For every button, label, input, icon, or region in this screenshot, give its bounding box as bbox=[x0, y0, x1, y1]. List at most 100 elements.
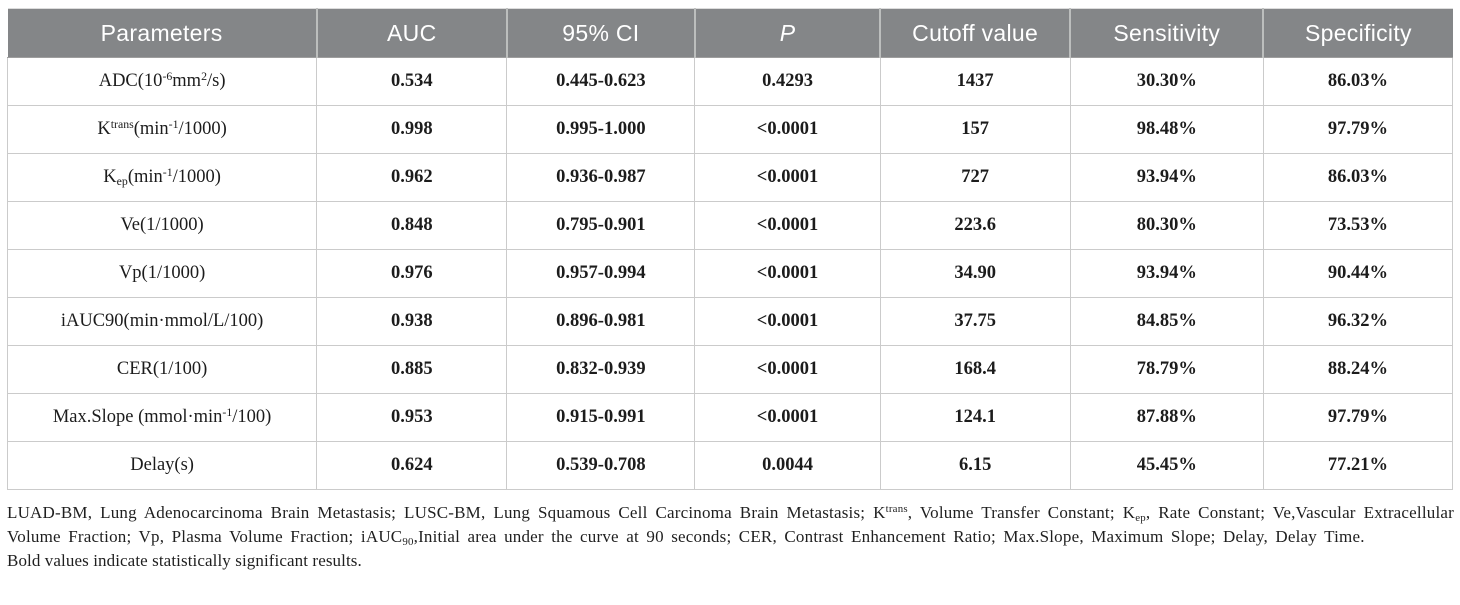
column-header-p: P bbox=[693, 8, 881, 58]
sensitivity-cell: 80.30% bbox=[1069, 201, 1264, 250]
specificity-cell: 73.53% bbox=[1262, 201, 1454, 250]
text: K bbox=[103, 167, 117, 187]
text: Bold values indicate statistically signi… bbox=[7, 551, 362, 570]
cutoff-value-cell: 157 bbox=[879, 105, 1071, 154]
sup-text: -1 bbox=[222, 404, 233, 419]
p-cell: 0.4293 bbox=[694, 57, 881, 106]
auc-cell: 0.962 bbox=[316, 153, 508, 202]
p-cell: <0.0001 bbox=[694, 345, 881, 394]
ci-95-cell: 0.795-0.901 bbox=[506, 201, 696, 250]
auc-cell: 0.976 bbox=[316, 249, 508, 298]
specificity-cell: 88.24% bbox=[1262, 345, 1454, 394]
text: /s) bbox=[207, 71, 226, 91]
specificity-cell: 97.79% bbox=[1262, 105, 1454, 154]
auc-cell: 0.998 bbox=[316, 105, 508, 154]
text: , Rate Constant; Ve,Vascular Extracellul… bbox=[7, 503, 1454, 546]
table-header-row: Parameters AUC 95% CI P Cutoff value Sensitiv… bbox=[7, 8, 1453, 58]
specificity-cell: 77.21% bbox=[1262, 441, 1454, 490]
specificity-cell: 97.79% bbox=[1262, 393, 1454, 442]
sup-text: -6 bbox=[162, 68, 173, 83]
text: Delay(s) bbox=[130, 455, 194, 475]
sensitivity-cell: 93.94% bbox=[1069, 153, 1264, 202]
footnote-2: Bold values indicate statistically signi… bbox=[7, 549, 1454, 573]
sup-text: trans bbox=[110, 116, 134, 131]
sup-text: 2 bbox=[201, 68, 207, 83]
parameter-cell: CER(1/100) bbox=[6, 345, 318, 394]
ci-95-cell: 0.832-0.939 bbox=[506, 345, 696, 394]
ci-95-cell: 0.995-1.000 bbox=[506, 105, 696, 154]
column-header-sensitivity: Sensitivity bbox=[1069, 8, 1264, 58]
roc-analysis-table: Parameters AUC 95% CI P Cutoff value Sensitiv… bbox=[6, 8, 1454, 490]
ci-95-cell: 0.957-0.994 bbox=[506, 249, 696, 298]
auc-cell: 0.848 bbox=[316, 201, 508, 250]
p-cell: <0.0001 bbox=[694, 201, 881, 250]
column-header-parameters: Parameters bbox=[7, 8, 317, 58]
text: Vp(1/1000) bbox=[118, 263, 206, 283]
cutoff-value-cell: 1437 bbox=[879, 57, 1071, 106]
cutoff-value-cell: 223.6 bbox=[879, 201, 1071, 250]
specificity-cell: 86.03% bbox=[1262, 153, 1454, 202]
table-body: ADC(10-6mm2/s) 0.534 0.445-0.623 0.4293 1437… bbox=[6, 57, 1454, 490]
text: , Volume Transfer Constant; K bbox=[907, 503, 1136, 522]
table-row: Ve(1/1000) 0.848 0.795-0.901 <0.0001 223.6 80… bbox=[6, 201, 1454, 250]
text: LUAD-BM, Lung Adenocarcinoma Brain Metas… bbox=[7, 503, 886, 522]
parameter-cell: Kep(min-1/1000) bbox=[6, 153, 318, 202]
table-row: Kep(min-1/1000) 0.962 0.936-0.987 <0.0001 72… bbox=[6, 153, 1454, 202]
text: ADC(10 bbox=[98, 71, 163, 91]
cutoff-value-cell: 168.4 bbox=[879, 345, 1071, 394]
table-row: Delay(s) 0.624 0.539-0.708 0.0044 6.15 45.45%… bbox=[6, 441, 1454, 490]
footnotes: LUAD-BM, Lung Adenocarcinoma Brain Metas… bbox=[7, 501, 1454, 573]
parameter-cell: Vp(1/1000) bbox=[6, 249, 318, 298]
table-row: ADC(10-6mm2/s) 0.534 0.445-0.623 0.4293 1437… bbox=[6, 57, 1454, 106]
sensitivity-cell: 98.48% bbox=[1069, 105, 1264, 154]
column-header-specificity: Specificity bbox=[1262, 8, 1453, 58]
specificity-cell: 96.32% bbox=[1262, 297, 1454, 346]
p-cell: <0.0001 bbox=[694, 393, 881, 442]
sup-text: -1 bbox=[168, 116, 179, 131]
text: /100) bbox=[232, 407, 272, 427]
table-row: CER(1/100) 0.885 0.832-0.939 <0.0001 168.4 78… bbox=[6, 345, 1454, 394]
parameter-cell: iAUC90(min·mmol/L/100) bbox=[6, 297, 318, 346]
specificity-cell: 90.44% bbox=[1262, 249, 1454, 298]
text: K bbox=[97, 119, 111, 139]
parameter-cell: Ktrans(min-1/1000) bbox=[6, 105, 318, 154]
text: ,Initial area under the curve at 90 seco… bbox=[413, 527, 1365, 546]
ci-95-cell: 0.539-0.708 bbox=[506, 441, 696, 490]
auc-cell: 0.624 bbox=[316, 441, 508, 490]
ci-95-cell: 0.936-0.987 bbox=[506, 153, 696, 202]
sub-text: 90 bbox=[402, 535, 414, 548]
text: mm bbox=[172, 71, 202, 91]
cutoff-value-cell: 6.15 bbox=[879, 441, 1071, 490]
sub-text: ep bbox=[1135, 511, 1146, 524]
ci-95-cell: 0.896-0.981 bbox=[506, 297, 696, 346]
column-header-95-ci: 95% CI bbox=[505, 8, 695, 58]
text: /1000) bbox=[172, 167, 221, 187]
sub-text: ep bbox=[116, 173, 128, 188]
text: Max.Slope (mmol·min bbox=[52, 407, 223, 427]
text: CER(1/100) bbox=[116, 359, 208, 379]
text: /1000) bbox=[178, 119, 227, 139]
p-cell: 0.0044 bbox=[694, 441, 881, 490]
sensitivity-cell: 84.85% bbox=[1069, 297, 1264, 346]
text: (min bbox=[127, 167, 163, 187]
sup-text: trans bbox=[885, 503, 908, 516]
cutoff-value-cell: 34.90 bbox=[879, 249, 1071, 298]
specificity-cell: 86.03% bbox=[1262, 57, 1454, 106]
sensitivity-cell: 93.94% bbox=[1069, 249, 1264, 298]
parameter-cell: Ve(1/1000) bbox=[6, 201, 318, 250]
sensitivity-cell: 45.45% bbox=[1069, 441, 1264, 490]
auc-cell: 0.953 bbox=[316, 393, 508, 442]
p-cell: <0.0001 bbox=[694, 249, 881, 298]
table-row: Ktrans(min-1/1000) 0.998 0.995-1.000 <0.000… bbox=[6, 105, 1454, 154]
parameter-cell: ADC(10-6mm2/s) bbox=[6, 57, 318, 106]
sensitivity-cell: 87.88% bbox=[1069, 393, 1264, 442]
auc-cell: 0.938 bbox=[316, 297, 508, 346]
cutoff-value-cell: 37.75 bbox=[879, 297, 1071, 346]
table-row: Max.Slope (mmol·min-1/100) 0.953 0.915-0.9… bbox=[6, 393, 1454, 442]
auc-cell: 0.885 bbox=[316, 345, 508, 394]
footnote-1: LUAD-BM, Lung Adenocarcinoma Brain Metas… bbox=[7, 501, 1454, 549]
sensitivity-cell: 78.79% bbox=[1069, 345, 1264, 394]
cutoff-value-cell: 124.1 bbox=[879, 393, 1071, 442]
text: iAUC90(min·mmol/L/100) bbox=[60, 311, 264, 331]
